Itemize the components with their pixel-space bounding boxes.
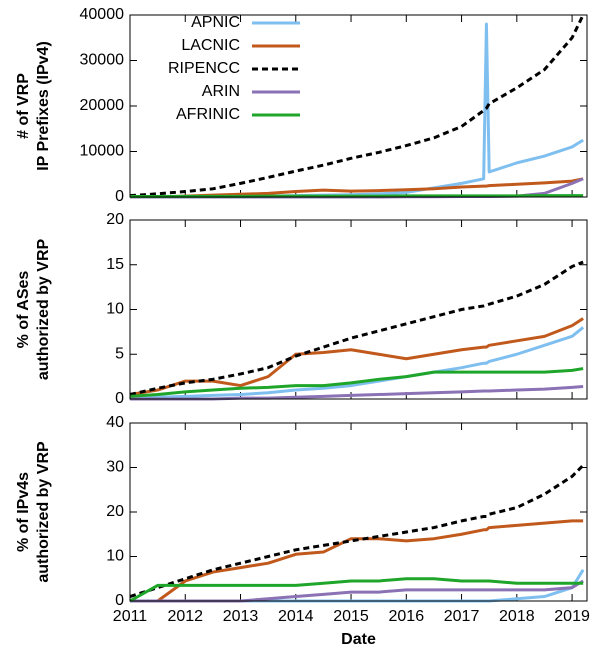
series-line [129, 577, 584, 603]
y-tick-label: 20 [106, 503, 124, 520]
y-tick-label: 15 [106, 256, 124, 273]
series-line [129, 14, 585, 198]
series-line [129, 464, 585, 598]
x-tick-label: 2013 [223, 608, 259, 625]
y-tick-label: 10 [106, 301, 124, 318]
x-tick-label: 2011 [113, 608, 148, 625]
y-tick-label: 40 [106, 414, 124, 431]
x-axis-label: Date [341, 631, 376, 648]
series-line [129, 367, 584, 398]
x-tick-label: 2019 [554, 608, 590, 625]
x-tick-label: 2016 [389, 608, 425, 625]
x-tick-label: 2017 [444, 608, 480, 625]
x-tick-label: 2014 [278, 608, 314, 625]
legend-label: RIPENCC [168, 60, 240, 77]
y-tick-label: 10 [106, 548, 124, 565]
y-tick-label: 30 [106, 459, 124, 476]
y-axis-label: % of ASes [15, 271, 32, 349]
y-tick-label: 40000 [80, 6, 125, 23]
y-tick-label: 10000 [80, 143, 125, 160]
series-line [129, 260, 584, 396]
series-line [130, 194, 584, 199]
y-tick-label: 0 [115, 188, 124, 205]
y-axis-label: authorized by VRP [35, 239, 52, 381]
y-axis-label: # of VRP [15, 73, 32, 139]
y-tick-label: 0 [115, 592, 124, 609]
plot-frame [129, 422, 588, 602]
legend-label: APNIC [191, 14, 240, 31]
x-tick-label: 2012 [167, 608, 203, 625]
legend-label: ARIN [202, 83, 240, 100]
series-line [129, 317, 584, 397]
y-axis-label: % of IPv4s [15, 472, 32, 552]
y-tick-label: 30000 [80, 52, 125, 69]
y-axis-label: authorized by VRP [35, 441, 52, 583]
y-tick-label: 0 [115, 390, 124, 407]
y-axis-label: IP Prefixes (IPv4) [35, 41, 52, 171]
plot-frame [129, 14, 588, 198]
plot-frame [129, 219, 588, 400]
series-line [130, 519, 584, 603]
legend-label: AFRINIC [176, 106, 240, 123]
legend-label: LACNIC [181, 37, 240, 54]
y-tick-label: 20 [106, 211, 124, 228]
x-tick-label: 2018 [499, 608, 535, 625]
x-tick-label: 2015 [333, 608, 369, 625]
y-tick-label: 20000 [80, 97, 125, 114]
y-tick-label: 5 [115, 345, 124, 362]
